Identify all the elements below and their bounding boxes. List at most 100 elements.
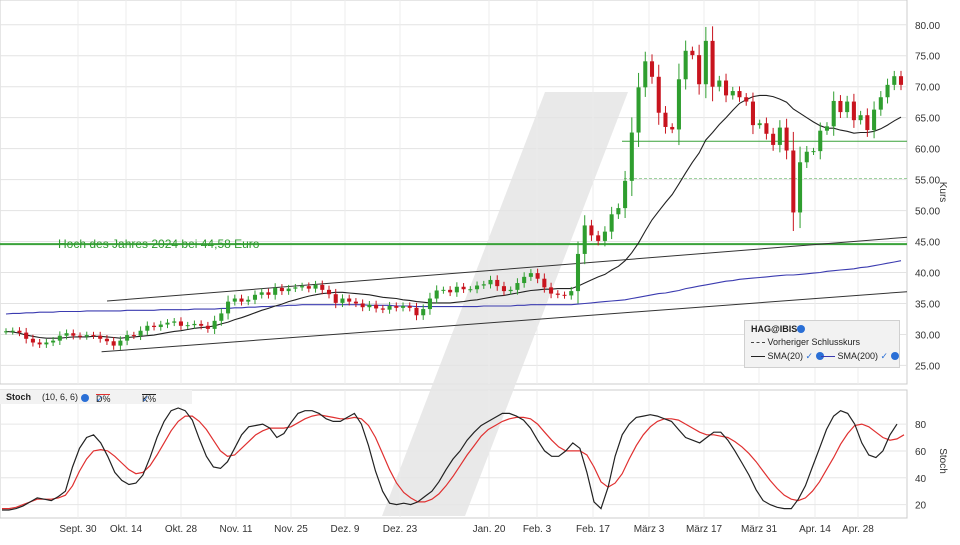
candle-body xyxy=(414,307,419,316)
candle-body xyxy=(454,286,459,293)
candle-body xyxy=(555,293,560,295)
k-check-icon[interactable]: ✓ xyxy=(142,394,150,404)
watermark-shape xyxy=(382,92,628,516)
x-tick-label: März 31 xyxy=(741,524,778,535)
candle-body xyxy=(838,100,843,113)
candle-body xyxy=(872,109,877,131)
x-tick-label: Feb. 3 xyxy=(523,524,552,535)
candle-body xyxy=(569,291,574,296)
sma20-settings-icon[interactable] xyxy=(815,351,824,361)
candle-body xyxy=(468,289,473,291)
candle-body xyxy=(125,335,130,341)
candle-body xyxy=(407,305,412,308)
candle-body xyxy=(104,338,109,342)
candle-body xyxy=(57,335,62,341)
candle-body xyxy=(427,298,432,310)
candle-body xyxy=(656,76,661,113)
candle-body xyxy=(649,61,655,77)
candle-body xyxy=(3,331,9,333)
candle-body xyxy=(475,285,480,290)
candle-body xyxy=(717,80,722,87)
candle-body xyxy=(589,225,594,236)
candle-body xyxy=(400,305,406,308)
candle-body xyxy=(865,115,870,131)
candle-body xyxy=(165,322,170,325)
candle-body xyxy=(892,76,897,85)
candle-body xyxy=(111,341,116,346)
candle-body xyxy=(582,225,587,254)
candle-body xyxy=(549,287,554,294)
y-tick-label: 45.00 xyxy=(915,238,940,249)
candle-body xyxy=(44,342,49,345)
candle-body xyxy=(320,284,325,290)
candle-body xyxy=(643,61,648,88)
sma200-settings-icon[interactable] xyxy=(890,351,899,361)
candle-body xyxy=(522,276,527,284)
candle-body xyxy=(347,298,352,302)
candle-body xyxy=(360,303,365,308)
legend-info-icon[interactable] xyxy=(797,324,805,334)
candle-body xyxy=(851,101,856,121)
candle-body xyxy=(387,305,392,310)
candle-body xyxy=(434,290,439,299)
candle-body xyxy=(340,298,345,303)
x-tick-label: Dez. 9 xyxy=(331,524,360,535)
x-tick-label: Apr. 14 xyxy=(799,524,831,535)
candle-body xyxy=(757,123,762,126)
candle-body xyxy=(670,126,675,130)
legend-entry-sma200: SMA(200) ✓ xyxy=(821,351,899,362)
y-tick-label: 65.00 xyxy=(915,114,940,125)
stoch-tick-label: 80 xyxy=(915,420,927,431)
candle-body xyxy=(609,214,614,232)
candle-body xyxy=(279,288,284,292)
legend-prev-close-label: Vorheriger Schlusskurs xyxy=(767,337,861,347)
sma20-check-icon[interactable]: ✓ xyxy=(805,351,814,361)
sma200-check-icon[interactable]: ✓ xyxy=(880,351,889,361)
candle-body xyxy=(138,330,143,336)
x-tick-label: Nov. 25 xyxy=(274,524,308,535)
y-tick-label: 35.00 xyxy=(915,299,940,310)
candle-body xyxy=(30,338,35,343)
y-tick-label: 30.00 xyxy=(915,330,940,341)
stoch-tick-label: 20 xyxy=(915,501,927,512)
candle-body xyxy=(441,289,446,291)
candle-body xyxy=(602,231,607,241)
stoch-axis-label: Stoch xyxy=(937,448,948,474)
candle-body xyxy=(528,273,533,277)
y-tick-label: 50.00 xyxy=(915,207,940,218)
candle-body xyxy=(178,321,183,326)
candle-body xyxy=(17,330,22,333)
candle-body xyxy=(192,323,197,326)
x-tick-label: Feb. 17 xyxy=(576,524,610,535)
candle-body xyxy=(703,40,708,85)
y-tick-label: 70.00 xyxy=(915,83,940,94)
candle-body xyxy=(266,292,271,295)
price-axis-label: Kurs xyxy=(937,182,948,203)
candle-body xyxy=(724,80,729,96)
candle-body xyxy=(744,97,749,102)
stoch-tick-label: 40 xyxy=(915,474,927,485)
candle-body xyxy=(421,309,426,316)
candle-body xyxy=(898,76,904,85)
candle-body xyxy=(818,130,823,152)
sma200-line xyxy=(5,260,902,315)
candle-body xyxy=(172,321,177,323)
candle-body xyxy=(535,273,540,279)
candle-body xyxy=(212,320,217,329)
candle-body xyxy=(596,235,601,241)
d-check-icon[interactable]: ✓ xyxy=(96,394,104,404)
candle-body xyxy=(185,325,190,327)
candle-body xyxy=(205,325,210,329)
candle-body xyxy=(380,308,385,310)
candle-body xyxy=(239,298,244,302)
candle-body xyxy=(676,79,681,130)
y-tick-label: 75.00 xyxy=(915,52,940,63)
candle-body xyxy=(145,325,150,331)
legend-d-label: D% xyxy=(96,394,111,404)
candle-body xyxy=(367,304,372,308)
trendline xyxy=(106,236,908,302)
candle-body xyxy=(575,253,581,292)
candle-body xyxy=(286,288,291,292)
candle-body xyxy=(306,286,311,289)
